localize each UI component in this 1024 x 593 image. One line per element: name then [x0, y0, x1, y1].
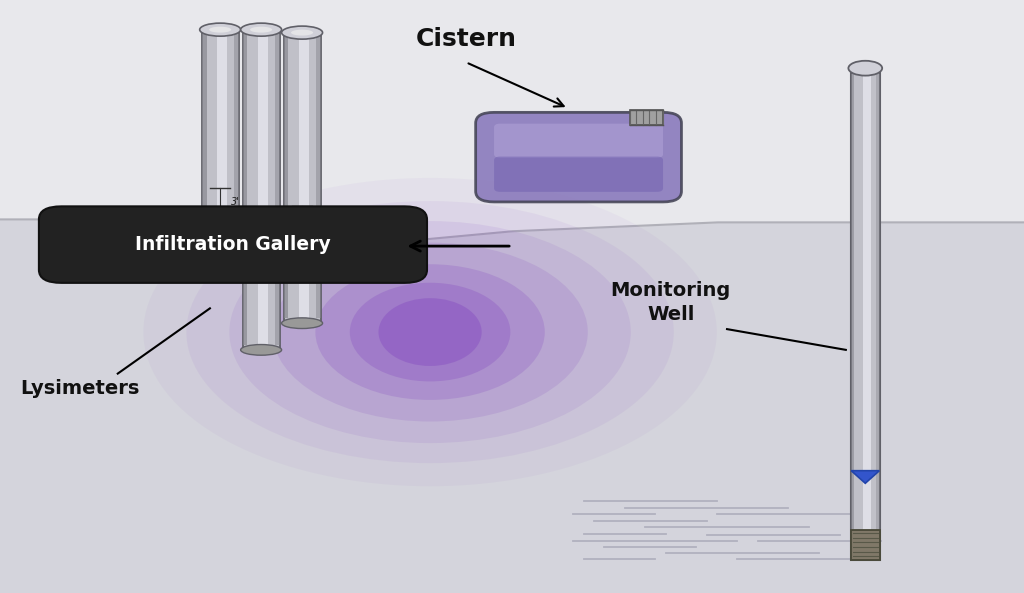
Bar [877, 74, 880, 554]
Bar [243, 34, 248, 345]
Text: Cistern: Cistern [416, 27, 516, 50]
FancyBboxPatch shape [475, 113, 682, 202]
Ellipse shape [209, 27, 231, 33]
Bar [243, 30, 280, 350]
Bar [862, 74, 871, 554]
FancyBboxPatch shape [494, 157, 664, 192]
Ellipse shape [272, 243, 588, 422]
Bar [851, 74, 854, 554]
Bar [315, 37, 321, 318]
Bar [299, 37, 309, 318]
Text: Lysimeters: Lysimeters [20, 379, 140, 398]
Text: 3': 3' [231, 197, 240, 206]
Bar [284, 37, 289, 318]
Text: Monitoring: Monitoring [610, 281, 731, 300]
Bar [274, 34, 280, 345]
FancyBboxPatch shape [494, 124, 664, 158]
Bar [284, 33, 321, 323]
Bar [233, 34, 239, 271]
Bar [202, 34, 207, 271]
Polygon shape [851, 471, 880, 483]
Ellipse shape [200, 23, 241, 36]
Ellipse shape [848, 61, 882, 76]
Ellipse shape [250, 27, 272, 33]
Ellipse shape [229, 221, 631, 443]
Ellipse shape [350, 283, 510, 381]
Ellipse shape [282, 318, 323, 329]
Ellipse shape [241, 345, 282, 355]
Text: Infiltration Gallery: Infiltration Gallery [135, 235, 331, 254]
Bar [258, 34, 268, 345]
Bar [851, 530, 880, 560]
Bar [217, 34, 227, 271]
Ellipse shape [186, 201, 674, 463]
Ellipse shape [200, 270, 241, 281]
FancyBboxPatch shape [39, 206, 427, 283]
Ellipse shape [315, 264, 545, 400]
Bar [851, 68, 880, 560]
Text: 7': 7' [272, 229, 281, 239]
Ellipse shape [241, 23, 282, 36]
Ellipse shape [379, 298, 481, 366]
Ellipse shape [291, 30, 313, 36]
Text: Well: Well [647, 305, 694, 324]
Text: 5': 5' [313, 215, 322, 224]
Bar [630, 110, 663, 125]
Bar [202, 30, 239, 276]
Ellipse shape [282, 26, 323, 39]
